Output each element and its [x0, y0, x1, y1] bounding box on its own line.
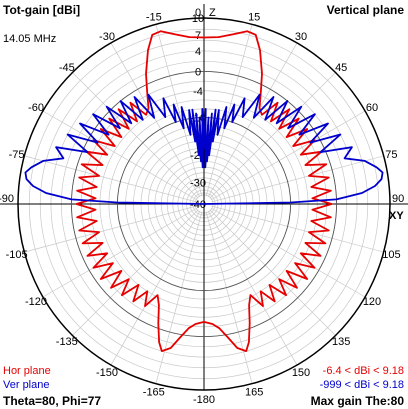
grid-spoke — [110, 42, 201, 198]
angle-tick-label: -45 — [59, 62, 75, 74]
angle-tick-label: 105 — [382, 249, 400, 261]
ver-plane-legend: Ver plane — [3, 379, 50, 391]
grid-spoke — [42, 207, 198, 298]
angle-tick-label: 75 — [385, 149, 397, 161]
chart-title: Tot-gain [dBi] — [3, 3, 81, 17]
radial-tick-label: -40 — [190, 199, 206, 211]
grid-spoke — [211, 205, 384, 253]
angle-tick-label: -105 — [6, 249, 28, 261]
z-axis-label: Z — [209, 7, 216, 19]
angle-tick-label: 165 — [245, 386, 263, 398]
grid-spoke — [205, 211, 253, 384]
angle-tick-label: -165 — [143, 386, 165, 398]
angle-tick-label: -135 — [56, 336, 78, 348]
angle-tick-label: -15 — [146, 12, 162, 24]
series-trace — [75, 30, 333, 352]
frequency-label: 14.05 MHz — [3, 33, 57, 45]
polar-grid — [0, 4, 408, 391]
angle-tick-label: -120 — [25, 296, 47, 308]
grid-spoke — [72, 209, 199, 336]
grid-spoke — [155, 211, 203, 384]
grid-spoke — [42, 110, 198, 201]
series-trace — [24, 93, 384, 205]
grid-spoke — [210, 207, 366, 298]
grid-spoke — [209, 209, 336, 336]
grid-spoke — [209, 72, 336, 199]
grid-spoke — [155, 24, 203, 197]
radial-tick-label: 7 — [195, 30, 201, 42]
xy-axis-label: XY — [389, 210, 404, 222]
grid-spoke — [210, 110, 366, 201]
radial-tick-label: -4 — [193, 86, 203, 98]
plane-label: Vertical plane — [326, 3, 404, 17]
angle-tick-label: 90 — [392, 193, 404, 205]
angle-tick-labels: 0 15 30 45 60 75 90 105 120 135 150 165 -15 -30 -45 -60… — [0, 7, 404, 406]
angle-tick-label: -180 — [193, 394, 215, 406]
grid-spoke — [110, 210, 201, 366]
angle-tick-label: -150 — [96, 367, 118, 379]
grid-spoke — [211, 155, 384, 203]
hor-range-label: -6.4 < dBi < 9.18 — [322, 365, 404, 377]
grid-spoke — [72, 72, 199, 199]
theta-phi-label: Theta=80, Phi=77 — [3, 394, 102, 408]
hor-plane-legend: Hor plane — [3, 365, 51, 377]
grid-spoke — [205, 24, 253, 197]
angle-tick-label: 60 — [366, 102, 378, 114]
angle-tick-label: -90 — [0, 193, 14, 205]
angle-tick-label: 30 — [295, 31, 307, 43]
grid-spoke — [24, 155, 197, 203]
grid-spoke — [24, 205, 197, 253]
angle-tick-label: -60 — [28, 102, 44, 114]
radial-tick-label: -30 — [190, 177, 206, 189]
angle-tick-label: 120 — [363, 296, 381, 308]
angle-tick-label: 15 — [248, 12, 260, 24]
grid-spoke — [207, 210, 298, 366]
radial-tick-label: 4 — [195, 46, 201, 58]
outer-ring — [17, 17, 391, 391]
grid-spoke — [207, 42, 298, 198]
radial-tick-label: 10 — [192, 13, 204, 25]
max-gain-label: Max gain The:80 — [310, 394, 404, 408]
radial-tick-label: 0 — [195, 66, 201, 78]
reference-ring — [116, 116, 292, 292]
angle-tick-label: -75 — [9, 149, 25, 161]
angle-tick-label: 0 — [195, 7, 201, 19]
pattern-traces — [24, 30, 384, 352]
ver-range-label: -999 < dBi < 9.18 — [319, 379, 404, 391]
angle-tick-label: 150 — [292, 367, 310, 379]
reference-ring — [70, 70, 338, 338]
angle-tick-label: 135 — [332, 336, 350, 348]
angle-tick-label: 45 — [335, 62, 347, 74]
angle-tick-label: -30 — [99, 31, 115, 43]
